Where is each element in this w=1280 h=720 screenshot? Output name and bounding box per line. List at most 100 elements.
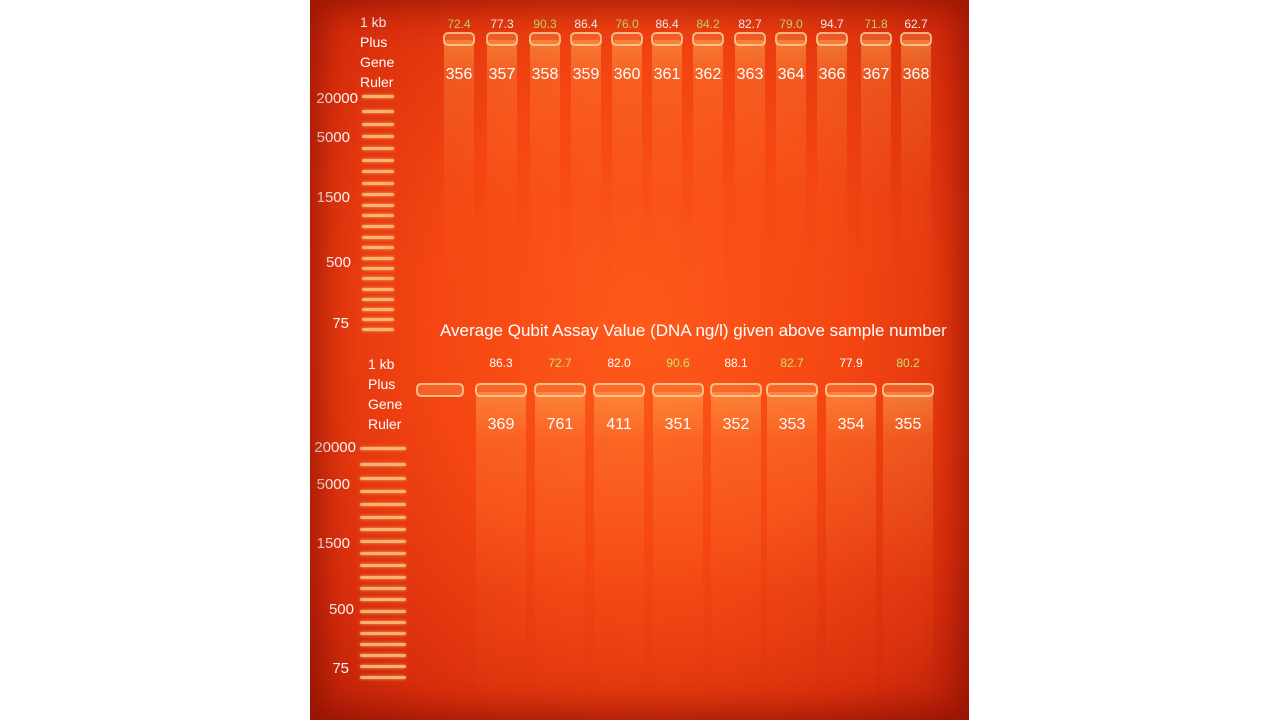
ladder-band bbox=[360, 643, 406, 647]
sample-number: 362 bbox=[694, 66, 722, 83]
qubit-value: 79.0 bbox=[779, 17, 803, 31]
qubit-value: 90.6 bbox=[666, 356, 690, 370]
ladder-band bbox=[362, 123, 394, 127]
gel-lane bbox=[652, 40, 682, 300]
sample-number: 366 bbox=[818, 66, 846, 83]
qubit-value: 86.4 bbox=[655, 17, 679, 31]
ladder-band bbox=[360, 563, 406, 567]
ladder-band bbox=[360, 676, 406, 679]
gel-well bbox=[570, 32, 602, 46]
gel-well bbox=[652, 383, 704, 397]
ladder-band bbox=[362, 287, 394, 291]
ladder-band bbox=[362, 297, 394, 301]
sample-number: 358 bbox=[531, 66, 559, 83]
gel-lane bbox=[901, 40, 931, 300]
sample-number: 369 bbox=[487, 416, 515, 433]
ladder-band bbox=[360, 632, 406, 636]
gel-well bbox=[475, 383, 527, 397]
gel-lane bbox=[776, 40, 806, 300]
ladder-band bbox=[362, 147, 394, 151]
ladder-band bbox=[362, 246, 394, 250]
qubit-value: 71.8 bbox=[864, 17, 888, 31]
bottom-ladder-label: 1 kb Plus Gene Ruler bbox=[368, 354, 402, 434]
sample-number: 353 bbox=[778, 416, 806, 433]
gel-well bbox=[529, 32, 561, 46]
ladder-band bbox=[362, 170, 394, 174]
gel-lane bbox=[487, 40, 517, 300]
caption: Average Qubit Assay Value (DNA ng/l) giv… bbox=[440, 321, 947, 340]
ladder-band bbox=[360, 503, 406, 507]
top-size-marker: 500 bbox=[325, 254, 351, 271]
ladder-band bbox=[360, 528, 406, 532]
ladder-label-line: Gene bbox=[368, 396, 403, 412]
qubit-value: 72.4 bbox=[447, 17, 471, 31]
ladder-band bbox=[360, 490, 406, 494]
ladder-band bbox=[362, 225, 394, 229]
top-size-marker: 5000 bbox=[316, 129, 350, 146]
gel-lane bbox=[594, 392, 644, 715]
sample-number: 359 bbox=[572, 66, 600, 83]
ladder-band bbox=[360, 515, 406, 519]
gel-lane bbox=[530, 40, 560, 300]
gel-lane bbox=[767, 392, 817, 715]
ladder-band bbox=[362, 328, 394, 331]
sample-number: 356 bbox=[445, 66, 473, 83]
qubit-value: 84.2 bbox=[696, 17, 720, 31]
gel-lane bbox=[653, 392, 703, 715]
sample-number: 761 bbox=[546, 416, 574, 433]
ladder-band bbox=[360, 587, 406, 591]
sample-number: 368 bbox=[902, 66, 930, 83]
ladder-band bbox=[360, 654, 406, 658]
bottom-size-marker: 75 bbox=[332, 660, 349, 677]
ladder-band bbox=[362, 317, 394, 321]
ladder-band bbox=[362, 110, 394, 114]
gel-well bbox=[611, 32, 643, 46]
ladder-label-line: 1 kb bbox=[360, 14, 387, 30]
sample-number: 355 bbox=[894, 416, 922, 433]
qubit-value: 77.3 bbox=[490, 17, 514, 31]
ladder-band bbox=[360, 598, 406, 602]
ladder-label-line: Gene bbox=[360, 54, 395, 70]
qubit-value: 76.0 bbox=[615, 17, 639, 31]
gel-well bbox=[710, 383, 762, 397]
gel-lane bbox=[476, 392, 526, 715]
ladder-band bbox=[360, 620, 406, 624]
qubit-value: 72.7 bbox=[548, 356, 572, 370]
qubit-value: 82.7 bbox=[780, 356, 804, 370]
sample-number: 363 bbox=[736, 66, 764, 83]
sample-number: 357 bbox=[488, 66, 516, 83]
gel-lane bbox=[444, 40, 474, 300]
ladder-band bbox=[362, 235, 394, 239]
ladder-band bbox=[362, 159, 394, 163]
gel-well bbox=[416, 383, 464, 397]
gel-lane bbox=[693, 40, 723, 300]
sample-number: 364 bbox=[777, 66, 805, 83]
sample-number: 367 bbox=[862, 66, 890, 83]
gel-lane bbox=[883, 392, 933, 715]
ladder-band bbox=[360, 552, 406, 556]
gel-well bbox=[486, 32, 518, 46]
ladder-band bbox=[362, 277, 394, 281]
ladder-band bbox=[360, 540, 406, 544]
ladder-band bbox=[362, 192, 394, 196]
ladder-band bbox=[362, 307, 394, 311]
qubit-value: 86.4 bbox=[574, 17, 598, 31]
bottom-size-marker: 1500 bbox=[316, 535, 350, 552]
gel-well bbox=[651, 32, 683, 46]
sample-number: 354 bbox=[837, 416, 865, 433]
ladder-band bbox=[362, 95, 394, 98]
qubit-value: 80.2 bbox=[896, 356, 920, 370]
gel-well bbox=[882, 383, 934, 397]
gel-well bbox=[900, 32, 932, 46]
gel-well bbox=[534, 383, 586, 397]
gel-lane bbox=[826, 392, 876, 715]
qubit-value: 62.7 bbox=[904, 17, 928, 31]
bottom-size-marker: 20000 bbox=[314, 439, 356, 456]
ladder-label-line: Plus bbox=[360, 34, 388, 50]
gel-photo: 1 kb Plus Gene Ruler 1 kb Plus Gene Rule… bbox=[310, 0, 969, 720]
top-size-marker: 1500 bbox=[316, 189, 350, 206]
ladder-band bbox=[362, 203, 394, 207]
gel-well bbox=[443, 32, 475, 46]
gel-well bbox=[860, 32, 892, 46]
qubit-value: 86.3 bbox=[489, 356, 513, 370]
